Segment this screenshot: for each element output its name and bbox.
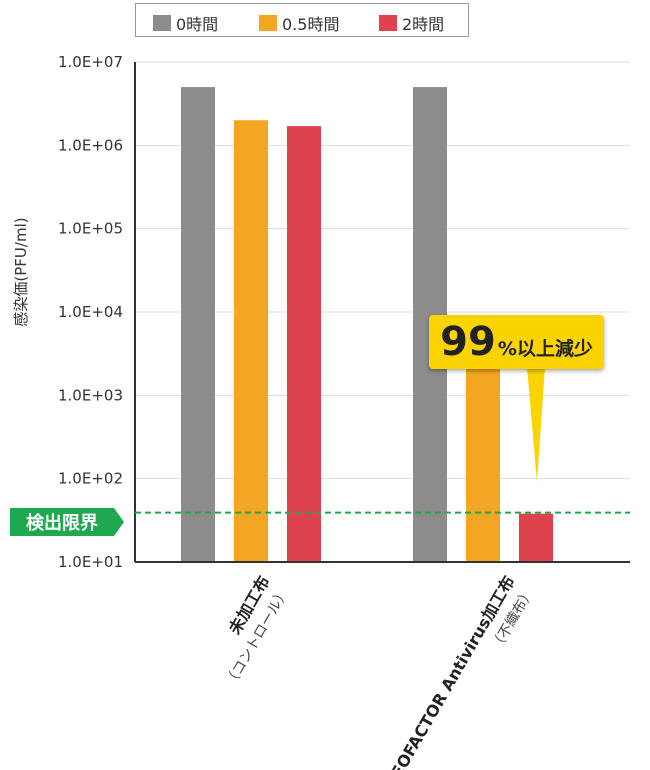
bars: [181, 87, 553, 563]
legend-swatch-05h: [259, 15, 277, 31]
y-axis-ticks: 1.0E+01 1.0E+02 1.0E+03 1.0E+04 1.0E+05 1.0E+…: [58, 53, 123, 571]
legend-label-0h: 0時間: [176, 15, 219, 34]
reduction-callout: 99 %以上減少: [429, 315, 604, 369]
legend-item-0h: 0時間: [153, 11, 218, 35]
legend: 0時間 0.5時間 2時間: [135, 3, 469, 37]
y-tick-label: 1.0E+02: [58, 470, 123, 488]
y-tick-label: 1.0E+04: [58, 303, 123, 321]
x-category-name: DEOFACTOR Antivirus加工布: [380, 573, 518, 770]
legend-swatch-0h: [153, 15, 171, 31]
x-category-label: DEOFACTOR Antivirus加工布（不織布）: [380, 573, 537, 770]
detection-limit-arrow: [114, 508, 124, 536]
detection-limit-label: 検出限界: [10, 508, 114, 536]
bar: [287, 126, 321, 562]
y-tick-label: 1.0E+06: [58, 136, 123, 154]
legend-item-05h: 0.5時間: [259, 11, 339, 35]
legend-label-05h: 0.5時間: [282, 15, 340, 34]
bar: [519, 513, 553, 562]
x-category-label: 未加工布（コントロール）: [223, 573, 293, 690]
x-axis-labels: 未加工布（コントロール） DEOFACTOR Antivirus加工布（不織布）: [223, 573, 538, 770]
legend-label-2h: 2時間: [402, 15, 445, 34]
bar: [466, 337, 500, 562]
bar: [234, 120, 268, 562]
y-axis-label: 感染価(PFU/ml): [12, 217, 30, 326]
y-tick-label: 1.0E+03: [58, 386, 123, 404]
callout-pointer: [527, 367, 545, 482]
y-tick-label: 1.0E+01: [58, 553, 123, 571]
y-tick-label: 1.0E+05: [58, 220, 123, 238]
bar: [181, 87, 215, 563]
y-tick-label: 1.0E+07: [58, 53, 123, 71]
legend-item-2h: 2時間: [379, 11, 444, 35]
callout-text: %以上減少: [497, 338, 593, 360]
callout-number: 99: [440, 319, 496, 365]
legend-swatch-2h: [379, 15, 397, 31]
gridlines: [135, 61, 630, 480]
